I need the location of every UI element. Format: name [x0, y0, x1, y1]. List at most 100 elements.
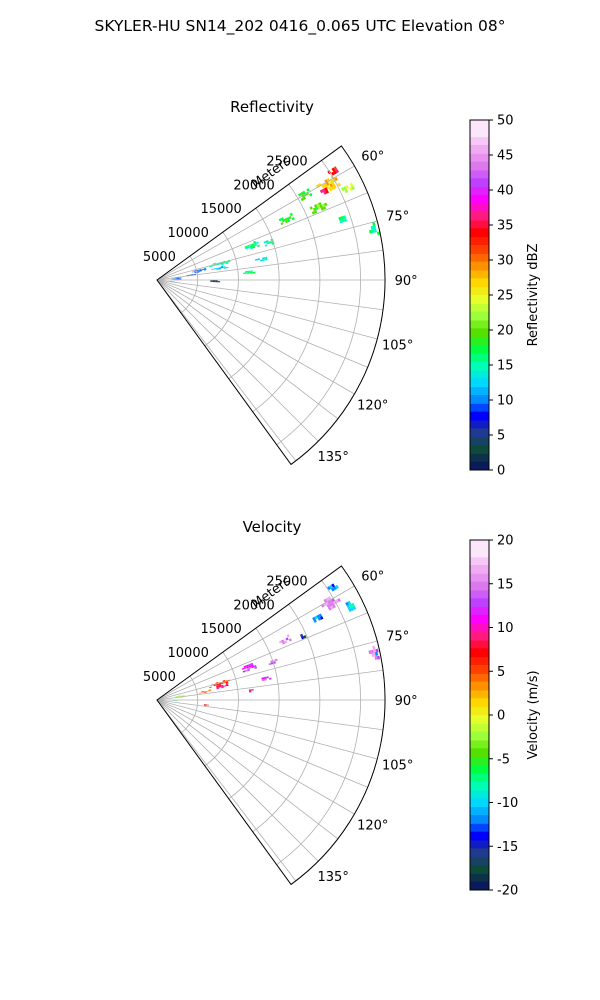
echo-cell: [243, 272, 246, 275]
echo-cell: [180, 695, 183, 697]
echo-cell: [368, 650, 372, 655]
echo-cell: [268, 677, 272, 680]
echo-cell: [248, 663, 251, 666]
azimuth-tick-label: 75°: [386, 210, 409, 225]
echo-cell: [216, 268, 219, 270]
colorbar-segment: [470, 806, 489, 816]
colorbar-segment: [470, 606, 489, 616]
echo-cell: [371, 653, 375, 657]
echo-cell: [220, 266, 224, 269]
radial-tick-label: 5000: [143, 670, 176, 685]
echo-region: [369, 221, 381, 236]
echo-cell: [331, 583, 335, 588]
echo-cell: [210, 280, 213, 282]
echo-region: [315, 175, 341, 194]
colorbar-segment: [470, 420, 489, 429]
echo-cell: [225, 261, 229, 264]
echo-cell: [320, 616, 324, 620]
echo-cell: [266, 241, 270, 245]
echo-cell: [216, 267, 219, 270]
colorbar-segment: [470, 461, 489, 471]
echo-cell: [314, 210, 318, 214]
echo-cell: [370, 649, 374, 654]
echo-cell: [369, 229, 373, 234]
echo-cell: [343, 218, 348, 222]
echo-cell: [245, 669, 248, 672]
echo-cell: [300, 633, 304, 638]
echo-cell: [188, 274, 192, 276]
echo-cell: [335, 584, 339, 589]
echo-cell: [176, 277, 179, 279]
panel-title: Reflectivity: [230, 98, 314, 116]
echo-cell: [180, 695, 183, 697]
colorbar-segment: [470, 623, 489, 633]
colorbar-tick-label: 50: [497, 114, 514, 129]
colorbar: -20 -15 -10 -5 0 5 10 15 20 Velocity (m/s): [469, 534, 541, 899]
colorbar-segment: [470, 565, 489, 574]
colorbar-segment: [470, 261, 489, 271]
colorbar-tick-label: 20: [497, 534, 514, 549]
echo-cell: [281, 639, 285, 643]
colorbar-segment: [470, 353, 489, 363]
echo-region: [338, 215, 348, 224]
echo-cell: [289, 212, 293, 216]
colorbar-tick-label: 0: [497, 464, 505, 479]
echo-cell: [325, 189, 329, 194]
echo-cell: [332, 600, 337, 605]
echo-cell: [250, 662, 254, 666]
echo-cell: [341, 218, 345, 223]
echo-cell: [177, 695, 181, 697]
radial-tick-label: 15000: [200, 202, 241, 217]
echo-cell: [215, 281, 218, 283]
echo-cell: [337, 182, 341, 187]
echo-cell: [337, 598, 341, 603]
echo-cell: [209, 686, 212, 688]
echo-cell: [204, 691, 207, 693]
echo-cell: [348, 608, 352, 612]
echo-cell: [264, 244, 268, 247]
colorbar-segment: [470, 656, 489, 666]
azimuth-gridline: [156, 165, 355, 281]
echo-cell: [218, 686, 222, 688]
colorbar-segment: [470, 128, 489, 138]
range-ring: [180, 255, 199, 314]
echo-cell: [253, 665, 257, 668]
echo-region: [199, 689, 212, 694]
colorbar-segment: [470, 673, 489, 683]
echo-cell: [332, 604, 336, 609]
azimuth-tick-label: 105°: [382, 758, 413, 773]
echo-cell: [302, 196, 307, 200]
colorbar-segment: [470, 145, 489, 154]
azimuth-gridline: [156, 699, 368, 788]
panel-title: Velocity: [243, 518, 302, 536]
colorbar-segment: [470, 453, 489, 463]
echo-cell: [371, 229, 375, 234]
echo-cell: [171, 278, 174, 279]
echo-cell: [250, 271, 253, 274]
azimuth-gridline: [156, 279, 368, 368]
echo-cell: [220, 682, 224, 685]
azimuth-tick-label: 60°: [361, 149, 384, 164]
colorbar-segment: [470, 378, 489, 388]
echo-cell: [278, 218, 282, 222]
echo-cell: [194, 272, 197, 274]
colorbar-segment: [470, 295, 489, 304]
figure-title: SKYLER-HU SN14_202 0416_0.065 UTC Elevat…: [95, 17, 506, 36]
echo-cell: [221, 686, 224, 689]
colorbar-segment: [470, 765, 489, 774]
azimuth-tick-label: 120°: [357, 399, 388, 414]
echo-cell: [313, 204, 318, 208]
echo-cell: [201, 691, 204, 693]
colorbar-segment: [470, 270, 489, 279]
echo-cell: [373, 649, 377, 654]
echo-region: [375, 651, 379, 656]
radial-tick-label: 20000: [233, 598, 274, 613]
echo-cell: [243, 665, 247, 668]
echo-cell: [194, 271, 197, 273]
range-ring: [204, 231, 239, 347]
colorbar-segment: [470, 781, 489, 791]
echo-cell: [330, 601, 335, 606]
echo-cell: [325, 597, 330, 602]
echo-cell: [285, 220, 289, 224]
